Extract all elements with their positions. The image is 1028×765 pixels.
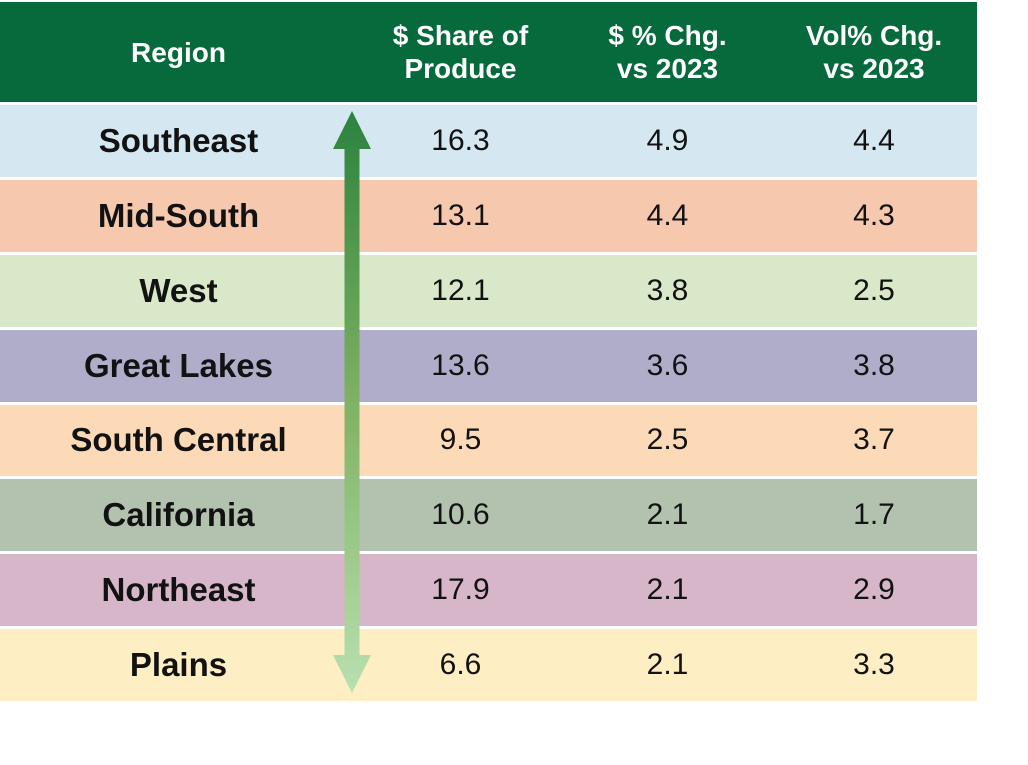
- vol-chg-cell: 1.7: [853, 498, 895, 532]
- vol-chg-cell: 3.7: [853, 423, 895, 457]
- table-row-southeast: Southeast 16.3 4.9 4.4: [0, 102, 977, 177]
- table-row-mid-south: Mid-South 13.1 4.4 4.3: [0, 176, 977, 252]
- share-cell: 17.9: [431, 573, 490, 607]
- vol-chg-cell: 2.5: [853, 273, 895, 307]
- share-cell: 13.6: [431, 348, 490, 382]
- region-cell: California: [102, 496, 255, 534]
- share-cell: 10.6: [431, 498, 490, 532]
- dollar-chg-cell: 2.1: [646, 648, 689, 682]
- header-cell-dollar-pct-chg: $ % Chg. vs 2023: [608, 20, 727, 84]
- header-cell-vol-pct-chg: Vol% Chg. vs 2023: [805, 20, 943, 84]
- table-row-great-lakes: Great Lakes 13.6 3.6 3.8: [0, 326, 977, 402]
- dollar-chg-cell: 3.6: [646, 348, 689, 382]
- dollar-chg-cell: 4.9: [646, 123, 689, 157]
- dollar-chg-cell: 2.1: [646, 573, 689, 607]
- share-cell: 16.3: [431, 123, 490, 157]
- region-cell: West: [139, 271, 218, 309]
- vol-chg-cell: 3.3: [853, 648, 895, 682]
- dollar-chg-cell: 2.1: [646, 498, 689, 532]
- dollar-chg-cell: 3.8: [646, 273, 689, 307]
- region-cell: Mid-South: [97, 196, 260, 234]
- region-cell: Southeast: [98, 121, 259, 159]
- share-cell: 12.1: [431, 273, 490, 307]
- dollar-chg-cell: 2.5: [646, 423, 689, 457]
- header-cell-region: Region: [131, 36, 226, 68]
- share-cell: 9.5: [439, 423, 482, 457]
- table-row-california: California 10.6 2.1 1.7: [0, 476, 977, 552]
- region-cell: Plains: [129, 646, 228, 684]
- region-cell: Northeast: [101, 571, 256, 609]
- vol-chg-cell: 2.9: [853, 573, 895, 607]
- table-row-west: West 12.1 3.8 2.5: [0, 251, 977, 327]
- header-cell-share-of-produce: $ Share of Produce: [392, 20, 529, 84]
- region-cell: South Central: [70, 421, 287, 459]
- region-cell: Great Lakes: [84, 346, 273, 384]
- table-header-row: Region $ Share of Produce $ % Chg. vs 20…: [0, 2, 977, 102]
- table-row-south-central: South Central 9.5 2.5 3.7: [0, 401, 977, 477]
- table-row-plains: Plains 6.6 2.1 3.3: [0, 626, 977, 701]
- vol-chg-cell: 4.4: [853, 123, 895, 157]
- region-produce-table: Region $ Share of Produce $ % Chg. vs 20…: [0, 2, 977, 701]
- vol-chg-cell: 3.8: [853, 348, 895, 382]
- share-cell: 13.1: [431, 198, 490, 232]
- table-row-northeast: Northeast 17.9 2.1 2.9: [0, 551, 977, 627]
- share-cell: 6.6: [439, 648, 482, 682]
- dollar-chg-cell: 4.4: [646, 198, 689, 232]
- vol-chg-cell: 4.3: [853, 198, 895, 232]
